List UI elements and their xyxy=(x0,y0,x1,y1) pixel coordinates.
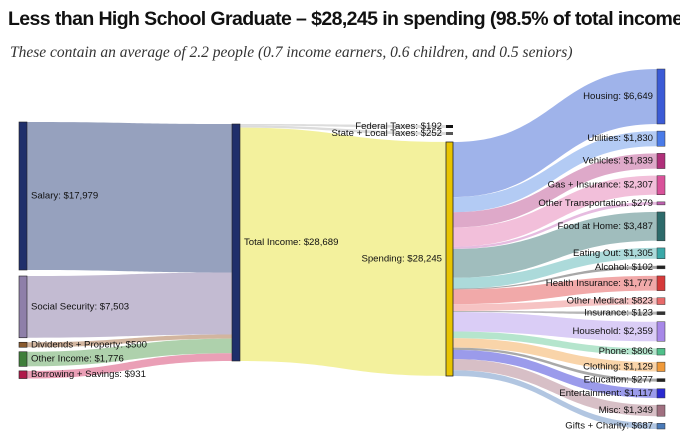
node-spending xyxy=(445,141,454,377)
flow-household xyxy=(453,312,657,342)
flow-borrowing xyxy=(27,353,232,379)
label-eating_out: Eating Out: $1,305 xyxy=(573,248,653,259)
node-household xyxy=(656,321,666,342)
flow-education xyxy=(453,347,657,382)
label-phone: Phone: $806 xyxy=(599,346,653,357)
node-entertainment xyxy=(656,388,666,399)
node-vehicles xyxy=(656,153,666,169)
flow-eating_out xyxy=(453,247,657,289)
node-alcohol xyxy=(656,265,666,270)
label-vehicles: Vehicles: $1,839 xyxy=(583,155,653,166)
node-education xyxy=(656,378,666,382)
label-misc: Misc: $1,349 xyxy=(599,405,653,416)
node-clothing xyxy=(656,361,666,372)
node-food_at_home xyxy=(656,211,666,242)
node-salary xyxy=(18,121,28,271)
label-education: Education: $277 xyxy=(584,375,653,386)
flow-other_medical xyxy=(453,297,657,311)
label-social_security: Social Security: $7,503 xyxy=(31,301,129,312)
flow-food_at_home xyxy=(453,211,657,278)
flow-gas_insurance xyxy=(453,175,657,247)
node-housing xyxy=(656,68,666,125)
flow-clothing xyxy=(453,338,657,372)
flow-dividends xyxy=(27,334,232,348)
node-other_transportation xyxy=(656,201,666,206)
node-social_security xyxy=(18,275,28,339)
flow-housing xyxy=(453,69,657,198)
label-alcohol: Alcohol: $102 xyxy=(595,262,653,273)
sankey-labels: Salary: $17,979 Social Security: $7,503 Di… xyxy=(31,91,653,432)
label-utilities: Utilities: $1,830 xyxy=(587,133,653,144)
label-entertainment: Entertainment: $1,117 xyxy=(559,388,653,399)
flow-phone xyxy=(453,331,657,356)
node-gifts_charity xyxy=(656,423,666,430)
node-dividends xyxy=(18,341,28,348)
sankey-nodes xyxy=(18,68,666,430)
node-other_income xyxy=(18,351,28,367)
label-total-income: Total Income: $28,689 xyxy=(244,237,338,248)
node-misc xyxy=(656,404,666,417)
flow-utilities xyxy=(453,131,657,213)
chart-title: Less than High School Graduate – $28,245… xyxy=(8,8,680,30)
label-state_local_taxes: State + Local Taxes: $252 xyxy=(332,128,443,139)
flow-salary xyxy=(27,122,232,273)
flow-gifts_charity xyxy=(453,370,657,429)
label-federal_taxes: Federal Taxes: $192 xyxy=(355,121,442,132)
node-phone xyxy=(656,348,666,356)
node-health_insurance xyxy=(656,275,666,291)
flow-vehicles xyxy=(453,153,657,228)
chart-subtitle: These contain an average of 2.2 people (… xyxy=(10,44,573,61)
flow-federal_taxes xyxy=(240,124,446,128)
label-borrowing: Borrowing + Savings: $931 xyxy=(31,369,146,380)
label-household: Household: $2,359 xyxy=(572,326,653,337)
node-insurance xyxy=(656,311,666,315)
node-gas_insurance xyxy=(656,175,666,196)
sankey-links xyxy=(27,69,657,429)
node-other_medical xyxy=(656,297,666,305)
flow-state_local_taxes xyxy=(240,125,446,135)
node-eating_out xyxy=(656,247,666,259)
flow-other_transportation xyxy=(453,201,657,249)
label-dividends: Dividends + Property: $500 xyxy=(31,339,147,350)
node-borrowing xyxy=(18,370,28,379)
node-utilities xyxy=(656,130,666,147)
flow-insurance xyxy=(453,310,657,315)
label-health_insurance: Health Insurance: $1,777 xyxy=(546,278,653,289)
node-state_local_taxes xyxy=(446,132,453,135)
label-spending: Spending: $28,245 xyxy=(361,254,442,265)
label-other_income: Other Income: $1,776 xyxy=(31,354,124,365)
label-salary: Salary: $17,979 xyxy=(31,191,98,202)
flow-misc xyxy=(453,359,657,417)
label-other_transportation: Other Transportation: $279 xyxy=(538,198,653,209)
node-total-income xyxy=(231,123,241,362)
label-food_at_home: Food at Home: $3,487 xyxy=(558,221,653,232)
flow-social_security xyxy=(27,272,232,338)
label-gifts_charity: Gifts + Charity: $687 xyxy=(565,421,653,432)
flow-entertainment xyxy=(453,349,657,398)
label-clothing: Clothing: $1,129 xyxy=(583,361,653,372)
flow-health_insurance xyxy=(453,275,657,305)
node-federal_taxes xyxy=(446,125,453,128)
flow-spending xyxy=(240,127,446,377)
label-insurance: Insurance: $123 xyxy=(584,308,653,319)
label-housing: Housing: $6,649 xyxy=(583,91,653,102)
flow-alcohol xyxy=(453,265,657,290)
label-other_medical: Other Medical: $823 xyxy=(567,296,653,307)
flow-other_income xyxy=(27,338,232,367)
label-gas_insurance: Gas + Insurance: $2,307 xyxy=(548,180,653,191)
